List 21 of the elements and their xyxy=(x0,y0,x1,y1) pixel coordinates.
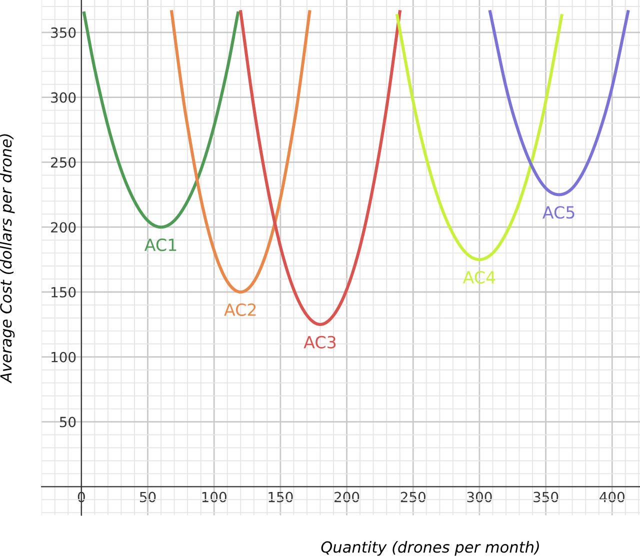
y-tick-label: 50 xyxy=(60,416,76,428)
y-tick-label: 300 xyxy=(51,92,76,103)
x-tick-label: 300 xyxy=(467,492,492,502)
x-tick-label: 200 xyxy=(334,492,360,502)
y-tick-label: 100 xyxy=(52,352,76,362)
x-tick-label: 50 xyxy=(140,492,156,502)
series-label: AC5 xyxy=(542,206,574,219)
y-tick-label: 150 xyxy=(52,286,76,298)
x-tick-label: 350 xyxy=(534,492,558,502)
x-axis-title: Quantity (drones per month) xyxy=(321,540,539,556)
x-tick-label: 100 xyxy=(202,492,226,502)
x-tick-label: 250 xyxy=(400,492,426,502)
y-axis-title: Average Cost (dollars per drone) xyxy=(0,134,15,384)
y-tick-label: 200 xyxy=(51,222,76,233)
series-label: AC4 xyxy=(462,270,496,284)
x-tick-label: 150 xyxy=(268,492,293,502)
series-label: AC1 xyxy=(144,238,176,252)
y-tick-label: 350 xyxy=(51,27,76,38)
y-tick-label: 250 xyxy=(51,157,76,168)
series-label: AC2 xyxy=(224,303,256,316)
series-label: AC3 xyxy=(304,336,336,348)
